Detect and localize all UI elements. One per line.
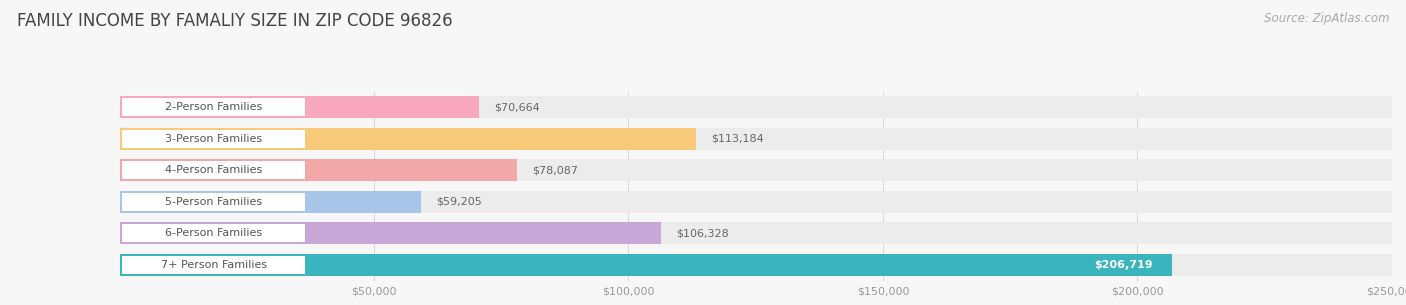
Bar bbox=[120, 191, 420, 213]
Text: $106,328: $106,328 bbox=[676, 228, 728, 238]
Bar bbox=[120, 96, 1406, 118]
Bar bbox=[120, 128, 1406, 150]
Text: $70,664: $70,664 bbox=[495, 102, 540, 112]
Text: 7+ Person Families: 7+ Person Families bbox=[160, 260, 267, 270]
Text: 4-Person Families: 4-Person Families bbox=[165, 165, 263, 175]
Text: $59,205: $59,205 bbox=[436, 197, 482, 207]
Text: $113,184: $113,184 bbox=[711, 134, 763, 144]
Bar bbox=[120, 222, 1406, 244]
Bar bbox=[122, 224, 305, 242]
Text: Source: ZipAtlas.com: Source: ZipAtlas.com bbox=[1264, 12, 1389, 25]
Text: $206,719: $206,719 bbox=[1094, 260, 1153, 270]
Bar bbox=[1080, 257, 1167, 273]
Bar bbox=[120, 222, 661, 244]
Text: $78,087: $78,087 bbox=[533, 165, 578, 175]
Bar bbox=[120, 159, 517, 181]
Bar bbox=[120, 128, 696, 150]
Text: FAMILY INCOME BY FAMALIY SIZE IN ZIP CODE 96826: FAMILY INCOME BY FAMALIY SIZE IN ZIP COD… bbox=[17, 12, 453, 30]
Bar bbox=[120, 96, 479, 118]
Bar bbox=[122, 193, 305, 211]
Text: 5-Person Families: 5-Person Families bbox=[165, 197, 263, 207]
Bar bbox=[122, 130, 305, 148]
Bar bbox=[122, 256, 305, 274]
Bar bbox=[120, 159, 1406, 181]
Bar bbox=[120, 254, 1406, 276]
Text: 2-Person Families: 2-Person Families bbox=[165, 102, 263, 112]
Text: 6-Person Families: 6-Person Families bbox=[165, 228, 263, 238]
Bar bbox=[120, 254, 1171, 276]
Text: 3-Person Families: 3-Person Families bbox=[165, 134, 263, 144]
Bar bbox=[122, 98, 305, 116]
Bar bbox=[122, 161, 305, 179]
Bar bbox=[120, 191, 1406, 213]
